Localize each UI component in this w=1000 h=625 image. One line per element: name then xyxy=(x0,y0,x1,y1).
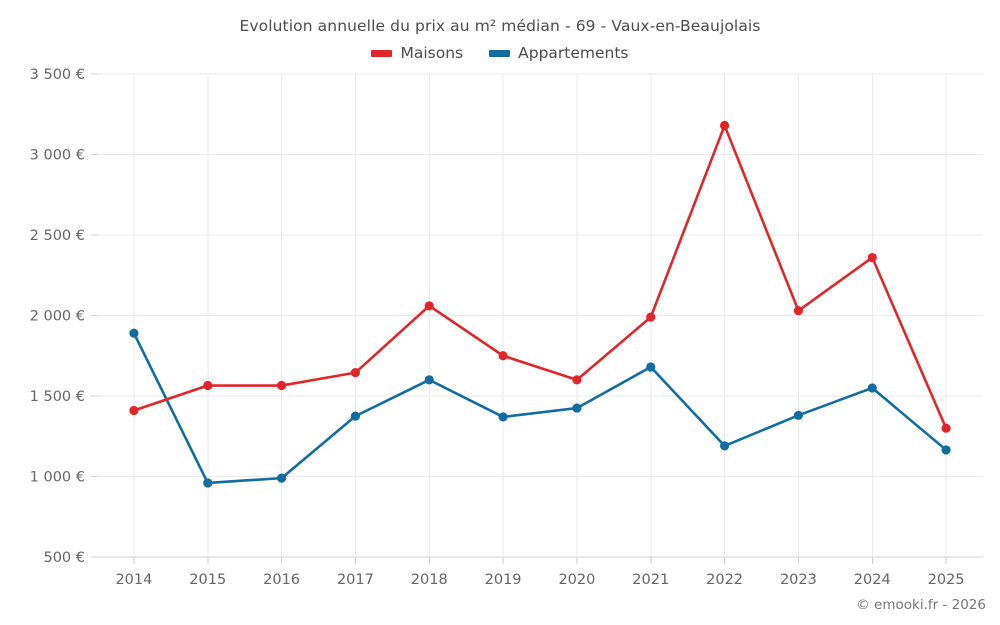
data-point[interactable] xyxy=(276,380,287,391)
x-axis-label: 2025 xyxy=(928,572,965,588)
data-point[interactable] xyxy=(572,375,582,385)
copyright-credit: © emooki.fr - 2026 xyxy=(856,597,986,613)
x-axis-label: 2018 xyxy=(411,572,448,588)
data-point[interactable] xyxy=(424,301,434,311)
data-point[interactable] xyxy=(350,368,361,378)
y-axis-label: 2 000 € xyxy=(30,309,85,325)
legend-label-maisons: Maisons xyxy=(400,44,464,62)
data-point[interactable] xyxy=(129,405,139,416)
data-point[interactable] xyxy=(498,351,508,361)
data-point[interactable] xyxy=(203,478,213,488)
x-axis-label: 2019 xyxy=(485,572,522,588)
y-axis-label: 1 000 € xyxy=(30,470,85,486)
x-axis-label: 2014 xyxy=(115,572,152,588)
x-axis-label: 2016 xyxy=(263,572,300,588)
legend-item-maisons[interactable]: Maisons xyxy=(371,44,463,62)
data-point[interactable] xyxy=(424,375,434,385)
legend-color-swatch-maisons xyxy=(371,49,393,57)
data-point[interactable] xyxy=(350,411,361,421)
x-axis-label: 2024 xyxy=(854,572,891,588)
series-maisons xyxy=(129,120,951,433)
y-axis-label: 2 500 € xyxy=(30,228,85,244)
data-point[interactable] xyxy=(793,306,804,316)
data-point[interactable] xyxy=(867,383,877,393)
chart-legend: Maisons Appartements xyxy=(0,44,1000,62)
data-point[interactable] xyxy=(867,252,877,263)
x-axis-label: 2020 xyxy=(558,572,595,588)
y-axis-label: 3 500 € xyxy=(30,67,85,83)
legend-label-appartements: Appartements xyxy=(518,44,629,62)
series-line xyxy=(132,331,948,485)
chart-title: Evolution annuelle du prix au m² médian … xyxy=(239,17,761,35)
x-axis-label: 2022 xyxy=(706,572,743,588)
data-point[interactable] xyxy=(572,403,582,413)
data-point[interactable] xyxy=(941,445,951,455)
series-appartements xyxy=(129,328,951,488)
series-line xyxy=(132,124,948,430)
data-point[interactable] xyxy=(203,380,213,391)
x-axis-label: 2021 xyxy=(632,572,669,588)
data-point[interactable] xyxy=(646,362,656,372)
y-axis-label: 500 € xyxy=(43,550,85,566)
legend-item-appartements[interactable]: Appartements xyxy=(489,44,629,62)
data-point[interactable] xyxy=(719,120,730,131)
x-axis-label: 2015 xyxy=(189,572,226,588)
y-axis-label: 1 500 € xyxy=(30,389,85,405)
data-point[interactable] xyxy=(793,410,804,420)
y-axis-label: 3 000 € xyxy=(30,148,85,164)
legend-color-swatch-appartements xyxy=(489,49,511,57)
x-axis-label: 2023 xyxy=(780,572,817,588)
data-point[interactable] xyxy=(276,473,287,483)
data-point[interactable] xyxy=(646,312,656,322)
data-point[interactable] xyxy=(498,412,508,422)
x-axis-label: 2017 xyxy=(337,572,374,588)
data-point[interactable] xyxy=(129,328,139,338)
data-point[interactable] xyxy=(941,423,951,433)
data-point[interactable] xyxy=(719,441,730,451)
